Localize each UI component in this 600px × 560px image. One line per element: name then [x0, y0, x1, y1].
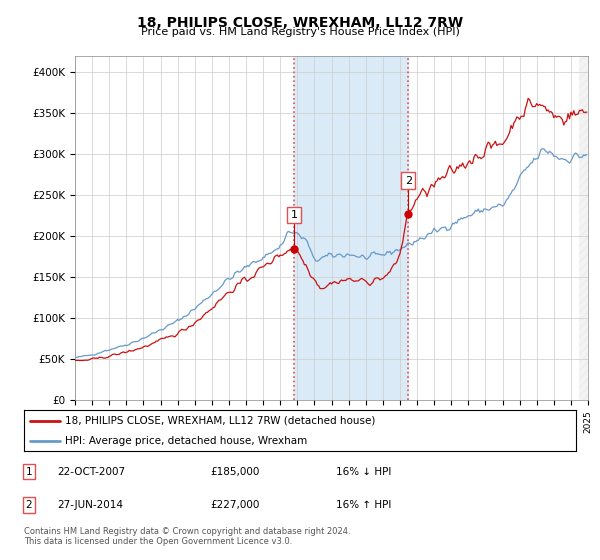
- Text: 18, PHILIPS CLOSE, WREXHAM, LL12 7RW (detached house): 18, PHILIPS CLOSE, WREXHAM, LL12 7RW (de…: [65, 416, 376, 426]
- Text: 27-JUN-2014: 27-JUN-2014: [57, 500, 123, 510]
- Text: 16% ↓ HPI: 16% ↓ HPI: [336, 466, 391, 477]
- Text: Contains HM Land Registry data © Crown copyright and database right 2024.: Contains HM Land Registry data © Crown c…: [24, 528, 350, 536]
- Text: 16% ↑ HPI: 16% ↑ HPI: [336, 500, 391, 510]
- Bar: [294, 56, 409, 400]
- Text: 22-OCT-2007: 22-OCT-2007: [57, 466, 125, 477]
- Text: Price paid vs. HM Land Registry's House Price Index (HPI): Price paid vs. HM Land Registry's House …: [140, 27, 460, 37]
- Text: £185,000: £185,000: [210, 466, 259, 477]
- Text: £227,000: £227,000: [210, 500, 259, 510]
- Text: 2: 2: [25, 500, 32, 510]
- Text: 2: 2: [405, 176, 412, 185]
- Text: This data is licensed under the Open Government Licence v3.0.: This data is licensed under the Open Gov…: [24, 537, 292, 546]
- Text: 18, PHILIPS CLOSE, WREXHAM, LL12 7RW: 18, PHILIPS CLOSE, WREXHAM, LL12 7RW: [137, 16, 463, 30]
- Text: 1: 1: [25, 466, 32, 477]
- Text: HPI: Average price, detached house, Wrexham: HPI: Average price, detached house, Wrex…: [65, 436, 308, 446]
- Text: 1: 1: [290, 210, 298, 220]
- Bar: [580, 56, 588, 400]
